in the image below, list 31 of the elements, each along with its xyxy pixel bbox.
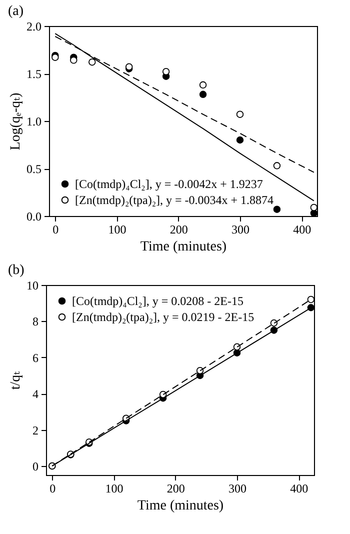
y-axis-title: t/qₜ	[8, 370, 24, 390]
chart-title: (a)	[8, 4, 24, 19]
x-tick-label: 200	[166, 482, 185, 496]
legend-label: [Co(tmdp)₄Cl₂], y = 0.0208 - 2E-15	[72, 294, 244, 308]
y-tick-label: 0.0	[26, 210, 42, 224]
y-tick-label: 2	[32, 423, 38, 438]
x-tick-label: 0	[50, 482, 56, 496]
legend-label: [Co(tmdp)₄Cl₂], y = -0.0042x + 1.9237	[75, 177, 263, 191]
x-tick-label: 100	[105, 482, 124, 496]
x-axis-title: Time (minutes)	[137, 498, 224, 514]
y-tick-label: 6	[32, 350, 38, 365]
legend-label: [Zn(tmdp)₂(tpa)₂], y = -0.0034x + 1.8874	[75, 193, 274, 207]
x-tick-label: 400	[290, 482, 308, 496]
y-tick-label: 8	[32, 314, 38, 329]
x-tick-label: 300	[228, 482, 246, 496]
legend-label: [Zn(tmdp)₂(tpa)₂], y = 0.0219 - 2E-15	[72, 310, 254, 324]
y-tick-label: 2.0	[26, 20, 42, 34]
x-axis-title: Time (minutes)	[140, 240, 227, 254]
x-tick-label: 400	[293, 222, 312, 236]
x-tick-label: 0	[52, 222, 59, 236]
y-tick-label: 0.5	[26, 162, 42, 176]
y-tick-label: 1.5	[26, 67, 42, 81]
y-tick-label: 4	[32, 387, 38, 402]
x-tick-label: 300	[231, 222, 250, 236]
y-tick-label: 1.0	[26, 114, 42, 128]
chart-title: (b)	[8, 263, 25, 278]
y-tick-label: 10	[26, 278, 38, 292]
y-tick-label: 0	[32, 459, 38, 474]
y-axis-title: Log(qₑ-qₜ)	[8, 92, 24, 150]
x-tick-label: 200	[170, 222, 188, 236]
x-tick-label: 100	[108, 222, 126, 236]
